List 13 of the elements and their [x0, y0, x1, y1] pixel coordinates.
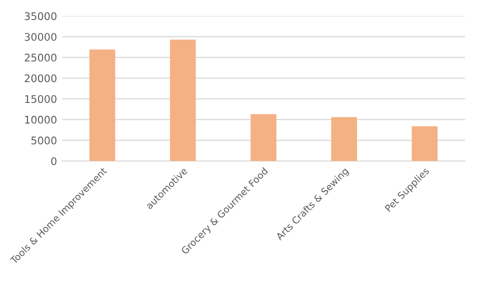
y-tick-label: 10000 — [25, 116, 56, 124]
y-tick-label: 30000 — [24, 32, 56, 41]
y-tick-label: 35000 — [24, 12, 56, 20]
y-tick-label: 0 — [51, 157, 56, 166]
bar — [170, 40, 196, 161]
y-tick-label: 25000 — [24, 54, 56, 62]
bar — [331, 117, 357, 161]
y-tick-label: 5000 — [31, 136, 56, 144]
bar — [89, 50, 116, 161]
bar — [250, 114, 276, 161]
y-tick-label: 15000 — [25, 95, 56, 103]
bar — [412, 126, 438, 161]
y-tick-label: 20000 — [24, 74, 56, 82]
